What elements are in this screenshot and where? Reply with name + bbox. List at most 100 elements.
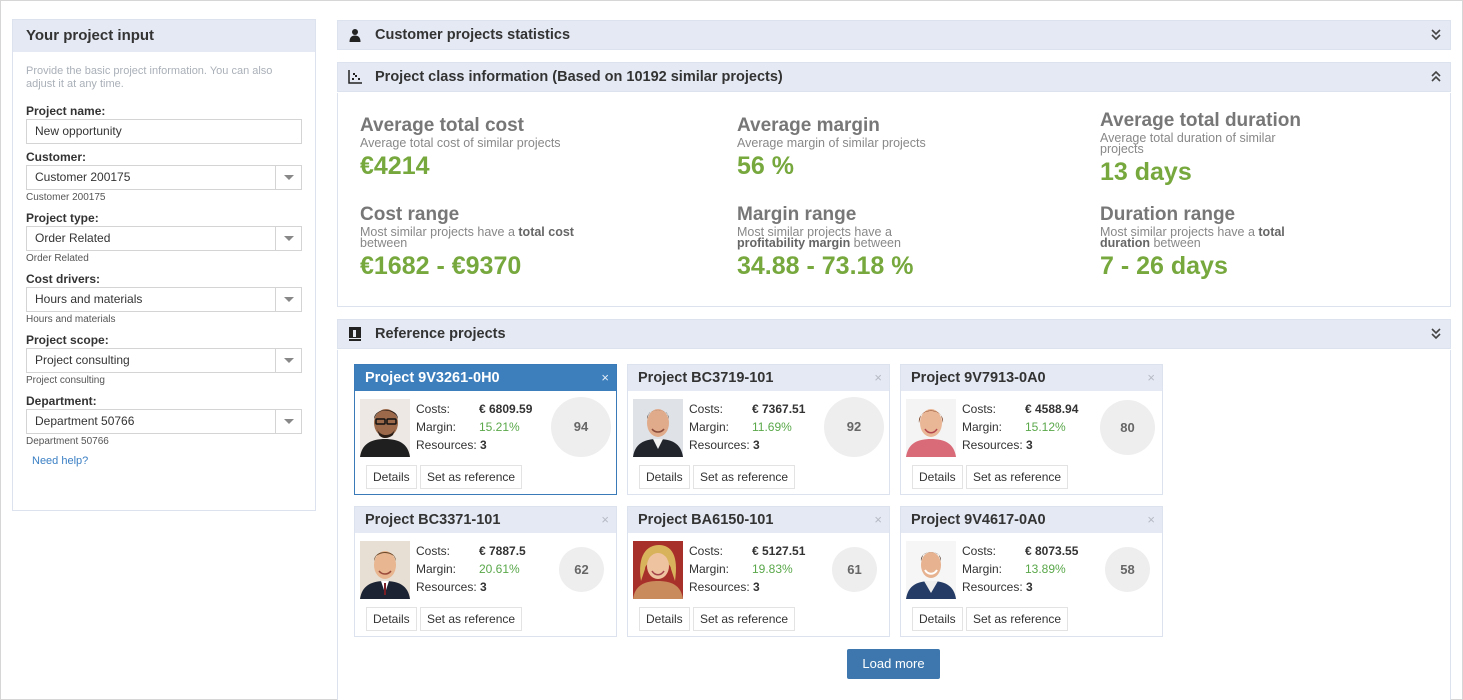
set-as-reference-button[interactable]: Set as reference (966, 607, 1069, 631)
project-card[interactable]: Project 9V4617-0A0 × Costs: € 8073.55 Mar… (900, 506, 1163, 637)
stat-value: €1682 - €9370 (360, 252, 522, 280)
close-icon[interactable]: × (1147, 512, 1155, 527)
avatar (633, 399, 683, 457)
close-icon[interactable]: × (601, 512, 609, 527)
chevron-down-icon[interactable] (275, 349, 301, 372)
project-type-label: Project type: (26, 211, 99, 225)
customer-select-value: Customer 200175 (35, 170, 131, 184)
set-as-reference-button[interactable]: Set as reference (420, 465, 523, 489)
field-project-name: Project name: New opportunity (26, 103, 302, 144)
set-as-reference-button[interactable]: Set as reference (420, 607, 523, 631)
close-icon[interactable]: × (601, 370, 609, 385)
project-card[interactable]: Project BC3719-101 × Costs: € 7367.51 Mar… (627, 364, 890, 495)
project-resources: 3 (480, 580, 487, 594)
details-button[interactable]: Details (366, 465, 417, 489)
project-input-panel: Your project input Provide the basic pro… (12, 19, 316, 511)
stat-title: Average margin (737, 115, 880, 136)
project-type-select-value: Order Related (35, 231, 111, 245)
stat-title: Margin range (737, 204, 857, 225)
stat-duration-range: Duration range Most similar projects hav… (1100, 204, 1320, 281)
project-name: Project 9V7913-0A0 (911, 370, 1046, 386)
details-button[interactable]: Details (912, 465, 963, 489)
chevron-down-icon[interactable] (275, 227, 301, 250)
set-as-reference-button[interactable]: Set as reference (966, 465, 1069, 489)
project-costs: € 7367.51 (752, 402, 806, 416)
double-chevron-down-icon[interactable] (1431, 328, 1441, 340)
stat-value: 56 % (737, 152, 794, 180)
stat-description: Average margin of similar projects (737, 136, 926, 150)
details-button[interactable]: Details (366, 607, 417, 631)
load-more-button[interactable]: Load more (847, 649, 940, 679)
customer-stats-header[interactable]: Customer projects statistics (337, 20, 1451, 50)
stat-description: Average total duration of similar projec… (1100, 131, 1276, 156)
scatter-chart-icon (348, 70, 362, 84)
project-input-description: Provide the basic project information. Y… (26, 65, 273, 90)
project-costs: € 5127.51 (752, 544, 806, 558)
set-as-reference-button[interactable]: Set as reference (693, 607, 796, 631)
similarity-score: 94 (551, 397, 611, 457)
project-name: Project 9V4617-0A0 (911, 512, 1046, 528)
customer-select[interactable]: Customer 200175 (26, 165, 302, 190)
stat-value: 7 - 26 days (1100, 252, 1228, 280)
need-help-link[interactable]: Need help? (32, 455, 89, 467)
details-button[interactable]: Details (639, 465, 690, 489)
project-card[interactable]: Project BC3371-101 × Costs: € 7887.5 Marg… (354, 506, 617, 637)
project-type-select[interactable]: Order Related (26, 226, 302, 251)
customer-label: Customer: (26, 150, 87, 164)
person-icon (349, 29, 361, 42)
project-resources: 3 (1026, 438, 1033, 452)
chevron-down-icon[interactable] (275, 166, 301, 189)
double-chevron-up-icon[interactable] (1431, 71, 1441, 83)
chevron-down-icon[interactable] (275, 410, 301, 433)
project-input-title: Your project input (13, 20, 315, 52)
project-resources: 3 (1026, 580, 1033, 594)
similarity-score: 80 (1100, 400, 1155, 455)
chevron-down-icon[interactable] (275, 288, 301, 311)
project-card-title: Project BC3719-101 × (628, 365, 889, 391)
project-card[interactable]: Project BA6150-101 × Costs: € 5127.51 Mar… (627, 506, 890, 637)
avatar (360, 399, 410, 457)
department-select-value: Department 50766 (35, 414, 135, 428)
class-info-title: Project class information (Based on 1019… (375, 69, 783, 85)
project-costs: € 4588.94 (1025, 402, 1079, 416)
project-margin: 15.12% (1025, 420, 1066, 434)
stat-average-margin: Average margin Average margin of similar… (737, 115, 926, 181)
field-project-type: Project type: Order Related Order Relate… (26, 210, 302, 266)
cost-drivers-select-value: Hours and materials (35, 292, 143, 306)
double-chevron-down-icon[interactable] (1431, 29, 1441, 41)
details-button[interactable]: Details (912, 607, 963, 631)
stat-value: €4214 (360, 152, 430, 180)
stat-value: 13 days (1100, 158, 1192, 186)
project-margin: 20.61% (479, 562, 520, 576)
close-icon[interactable]: × (874, 512, 882, 527)
project-scope-select[interactable]: Project consulting (26, 348, 302, 373)
project-info: Costs: € 7887.5 Margin: 20.61% Resources: … (416, 544, 526, 594)
project-card[interactable]: Project 9V3261-0H0 × Costs: € 6809.59 Mar… (354, 364, 617, 495)
stat-average-cost: Average total cost Average total cost of… (360, 115, 561, 181)
avatar (906, 541, 956, 599)
project-card-title: Project BC3371-101 × (355, 507, 616, 533)
department-select[interactable]: Department 50766 (26, 409, 302, 434)
project-resources: 3 (480, 438, 487, 452)
project-costs: € 7887.5 (479, 544, 526, 558)
project-name: Project BC3719-101 (638, 370, 774, 386)
class-info-header[interactable]: Project class information (Based on 1019… (337, 62, 1451, 92)
set-as-reference-button[interactable]: Set as reference (693, 465, 796, 489)
department-sub: Department 50766 (26, 436, 109, 447)
project-scope-select-value: Project consulting (35, 353, 130, 367)
details-button[interactable]: Details (639, 607, 690, 631)
similarity-score: 62 (559, 547, 604, 592)
project-scope-label: Project scope: (26, 333, 109, 347)
project-card[interactable]: Project 9V7913-0A0 × Costs: € 4588.94 Mar… (900, 364, 1163, 495)
reference-projects-header[interactable]: Reference projects (337, 319, 1451, 349)
cost-drivers-select[interactable]: Hours and materials (26, 287, 302, 312)
avatar (360, 541, 410, 599)
project-name-input[interactable]: New opportunity (26, 119, 302, 144)
project-name: Project 9V3261-0H0 (365, 370, 500, 386)
close-icon[interactable]: × (874, 370, 882, 385)
stat-value: 34.88 - 73.18 % (737, 252, 914, 280)
reference-projects-title: Reference projects (375, 326, 506, 342)
project-info: Costs: € 8073.55 Margin: 13.89% Resources:… (962, 544, 1079, 594)
close-icon[interactable]: × (1147, 370, 1155, 385)
project-scope-sub: Project consulting (26, 375, 105, 386)
